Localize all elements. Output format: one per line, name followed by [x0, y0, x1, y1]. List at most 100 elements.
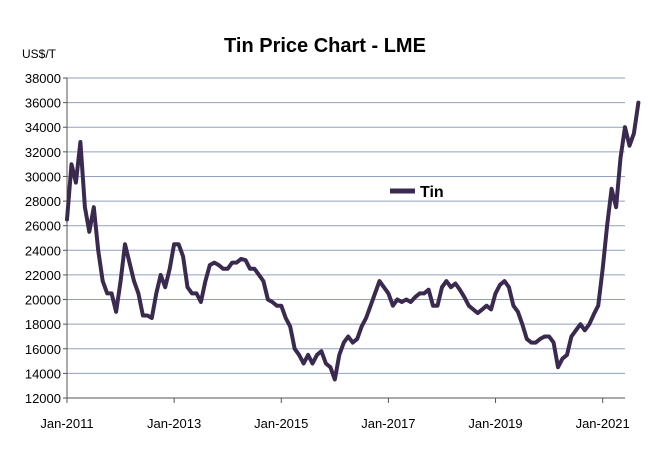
- data-point-0-80: [422, 291, 426, 295]
- data-point-0-53: [302, 362, 306, 365]
- data-point-0-4: [83, 205, 87, 209]
- data-point-0-14: [128, 261, 131, 265]
- data-point-0-15: [132, 279, 136, 283]
- data-point-0-36: [226, 267, 230, 271]
- data-point-0-83: [436, 304, 439, 308]
- data-point-0-23: [168, 267, 172, 271]
- data-point-0-58: [324, 362, 328, 365]
- data-point-0-29: [195, 291, 198, 295]
- data-point-0-76: [404, 298, 408, 301]
- data-point-0-67: [364, 316, 368, 320]
- data-point-0-113: [569, 335, 573, 338]
- data-point-0-117: [587, 322, 591, 326]
- data-point-0-50: [288, 325, 292, 329]
- data-point-0-40: [244, 258, 248, 262]
- data-point-0-34: [217, 263, 221, 267]
- data-point-0-33: [212, 261, 216, 265]
- data-point-0-115: [578, 322, 582, 326]
- data-point-0-25: [177, 242, 181, 246]
- y-axis-unit-label: US$/T: [22, 47, 57, 61]
- data-point-0-109: [552, 341, 556, 345]
- data-point-0-60: [333, 378, 337, 381]
- data-point-0-0: [65, 218, 69, 221]
- data-point-0-85: [444, 279, 448, 283]
- data-point-0-69: [373, 291, 377, 295]
- data-point-0-84: [440, 285, 444, 289]
- data-point-0-126: [628, 144, 631, 148]
- data-point-0-102: [520, 322, 524, 326]
- y-tick-label-34000: 34000: [25, 120, 61, 135]
- data-point-0-27: [186, 285, 189, 289]
- data-point-0-56: [315, 353, 319, 357]
- data-point-0-62: [342, 341, 346, 345]
- data-point-0-99: [507, 285, 511, 289]
- x-tick-label-4: Jan-2019: [468, 416, 522, 431]
- y-tick-label-16000: 16000: [25, 342, 61, 357]
- data-point-0-89: [462, 295, 466, 299]
- y-tick-label-26000: 26000: [25, 219, 61, 234]
- x-tick-label-5: Jan-2021: [576, 416, 630, 431]
- data-point-0-72: [386, 291, 390, 295]
- data-point-0-106: [538, 337, 542, 341]
- data-point-0-16: [136, 291, 140, 295]
- data-point-0-91: [471, 307, 475, 311]
- data-point-0-47: [275, 304, 279, 308]
- data-point-0-9: [105, 291, 109, 295]
- data-point-0-8: [101, 279, 105, 283]
- data-point-0-128: [636, 101, 640, 105]
- data-point-0-98: [503, 279, 506, 283]
- data-point-0-71: [382, 285, 386, 289]
- data-point-0-35: [221, 267, 225, 271]
- data-point-0-41: [248, 267, 252, 271]
- data-point-0-28: [190, 291, 194, 295]
- data-point-0-21: [159, 273, 163, 277]
- data-point-0-114: [574, 328, 578, 332]
- data-point-0-101: [516, 310, 520, 314]
- data-point-0-31: [203, 279, 207, 283]
- data-point-0-64: [351, 341, 355, 345]
- data-point-0-122: [610, 187, 614, 191]
- data-point-0-124: [619, 156, 622, 160]
- y-tick-label-20000: 20000: [25, 293, 61, 308]
- data-point-0-121: [605, 224, 609, 228]
- y-tick-label-30000: 30000: [25, 169, 61, 184]
- data-point-0-105: [534, 341, 538, 345]
- data-point-0-73: [391, 304, 395, 308]
- data-point-0-5: [87, 230, 91, 234]
- y-tick-label-38000: 38000: [25, 71, 61, 86]
- data-point-0-78: [413, 295, 417, 299]
- data-point-0-75: [400, 300, 404, 304]
- data-point-0-63: [346, 335, 350, 338]
- data-point-0-86: [449, 285, 453, 289]
- data-point-0-92: [476, 311, 480, 315]
- data-point-0-65: [355, 337, 359, 341]
- series-line-tin: [65, 100, 641, 382]
- series-group: [65, 100, 641, 382]
- data-point-0-66: [360, 325, 364, 329]
- x-tick-label-3: Jan-2017: [361, 416, 415, 431]
- data-point-0-103: [525, 337, 529, 341]
- data-point-0-12: [119, 279, 123, 283]
- data-point-0-120: [601, 267, 605, 271]
- data-point-0-127: [632, 131, 636, 135]
- gridlines: [67, 77, 625, 374]
- x-tick-label-0: Jan-2011: [40, 416, 93, 431]
- x-axis-tick-labels: Jan-2011 Jan-2013 Jan-2015 Jan-2017 Jan-2019…: [40, 398, 630, 431]
- data-point-0-17: [141, 314, 145, 317]
- data-point-0-100: [511, 304, 515, 308]
- data-point-0-39: [239, 257, 243, 261]
- data-point-0-77: [409, 300, 413, 304]
- data-point-0-111: [561, 357, 564, 361]
- data-point-0-3: [78, 140, 82, 144]
- data-point-0-11: [114, 310, 118, 314]
- data-point-0-61: [337, 353, 341, 357]
- data-point-0-104: [529, 341, 533, 345]
- data-point-0-90: [467, 304, 471, 308]
- data-point-0-74: [395, 298, 399, 301]
- data-point-0-81: [427, 288, 431, 292]
- legend-label-tin: Tin: [420, 184, 444, 201]
- y-tick-label-32000: 32000: [25, 145, 61, 160]
- y-tick-label-18000: 18000: [25, 317, 61, 332]
- data-point-0-118: [592, 312, 596, 316]
- data-point-0-13: [123, 242, 127, 246]
